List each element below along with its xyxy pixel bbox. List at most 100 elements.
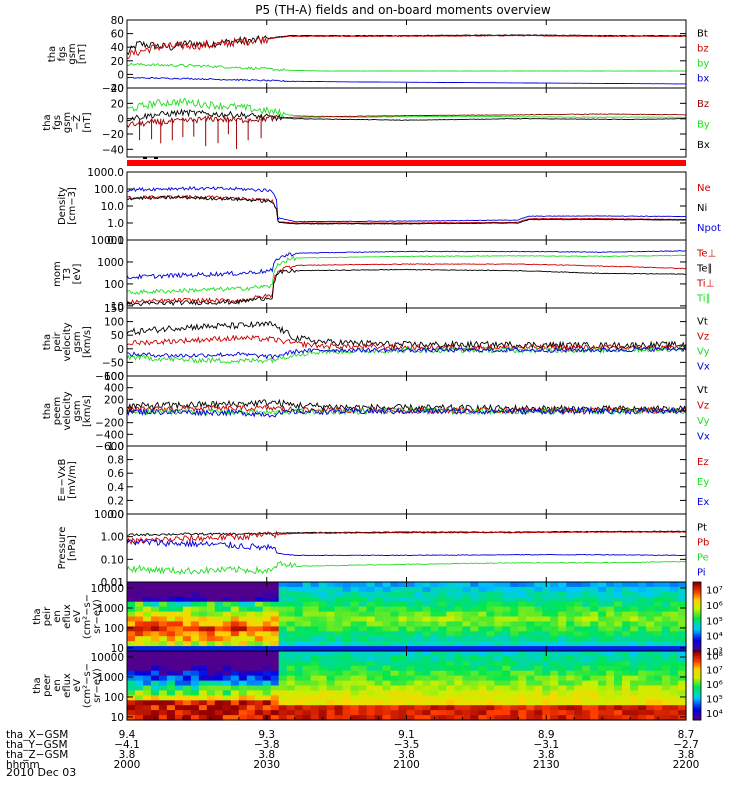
- peir-velocity-ylabel-line-1: peir: [52, 331, 63, 351]
- peir-spec-ylabel-line-3: eflux: [62, 604, 73, 629]
- efield-ytick-5: 0.0: [107, 509, 124, 521]
- peir-spec-ytick-0: 10000: [91, 583, 124, 595]
- efield-legend: Ez Ey Ex: [697, 457, 709, 508]
- xtick-2-row-2: 3.8: [398, 749, 415, 761]
- peem-velocity-series-2: [127, 406, 686, 417]
- pressure-series-0: [127, 530, 686, 537]
- fgs-b-frame: [126, 87, 687, 158]
- peem-velocity-ytick-1: 400: [104, 383, 124, 395]
- fgs-b-ylabel-line-2: gsm: [62, 112, 73, 133]
- peir-velocity-ytick-2: 50: [111, 330, 124, 342]
- xtick-0-row-0: 9.4: [119, 729, 136, 741]
- peer-spec-ylabel-line-3: eflux: [62, 673, 73, 698]
- density-yaxis: 1000.0 100.0 10.0 1.0 0.1: [87, 167, 686, 247]
- fgs-a-ytick-2: 40: [111, 42, 124, 54]
- fgs-b-ylabel-line-1: fgs: [52, 115, 63, 130]
- peir-spec-colorbar-tick-3: 10⁴: [706, 632, 723, 643]
- peem-velocity-series: [127, 398, 686, 418]
- fgs-a-ylabel-line-0: tha: [47, 46, 58, 62]
- peir-spec-ytick-2: 100: [104, 623, 124, 635]
- panel-peer-spec: 10⁸ 10⁷ 10⁶ 10⁵ 10⁴ 10000 1000 100 10 tha peer en ef…: [32, 650, 723, 724]
- fgs-a-legend-3: bx: [697, 74, 709, 85]
- fgs-a-series-0: [127, 34, 686, 56]
- efield-ytick-1: 0.8: [107, 455, 124, 467]
- peir-spec-ylabel-line-2: en: [52, 610, 63, 623]
- peer-spec-colorbar-tick-0: 10⁸: [706, 651, 723, 662]
- peem-velocity-ytick-6: −600: [95, 441, 124, 453]
- peir-velocity-ytick-4: −50: [102, 357, 124, 369]
- peir-velocity-ylabel-line-2: velocity: [62, 322, 73, 361]
- efield-legend-0: Ez: [697, 457, 709, 468]
- fgs-b-ytick-0: 40: [111, 83, 124, 95]
- peem-velocity-ylabel: tha peem velocity gsm [km/s]: [42, 391, 93, 430]
- xrow-label-1: tha_Y−GSM: [6, 739, 68, 751]
- xtick-4-row-0: 8.7: [678, 729, 695, 741]
- density-ylabel-line-1: [cm−3]: [67, 187, 78, 225]
- fgs-a-frame: [126, 19, 687, 89]
- xtick-2-row-1: −3.5: [394, 739, 420, 751]
- pressure-ytick-1: 1.00: [101, 532, 124, 544]
- xtick-3-row-2: 3.8: [538, 749, 555, 761]
- fgs-b-series: [127, 97, 686, 150]
- xtick-3-row-0: 8.9: [538, 729, 555, 741]
- xtick-1-row-3: 2030: [253, 759, 280, 771]
- pressure-ytick-0: 10.00: [94, 509, 124, 521]
- temperature-series-2: [127, 263, 686, 305]
- fgs-b-ylabel-line-4: [nT]: [82, 112, 93, 132]
- mode-bar-mark-0: [143, 157, 147, 159]
- pressure-series-2: [127, 538, 686, 557]
- fgs-a-ytick-1: 60: [111, 29, 124, 41]
- peir-velocity-ytick-1: 100: [104, 317, 124, 329]
- xtick-1-row-0: 9.3: [258, 729, 275, 741]
- pressure-legend-1: Pb: [697, 538, 709, 549]
- date-label: 2010 Dec 03: [6, 766, 76, 779]
- xrow-label-0: tha_X−GSM: [6, 729, 68, 741]
- peir-velocity-ytick-0: 150: [104, 303, 124, 315]
- fgs-a-ylabel-line-3: [nT]: [77, 44, 88, 64]
- density-series-0: [127, 185, 686, 223]
- temperature-series-0: [127, 250, 686, 280]
- pressure-legend-2: Pe: [697, 553, 709, 564]
- xtick-4-row-1: −2.7: [673, 739, 699, 751]
- peer-spec-colorbar-tick-4: 10⁴: [706, 709, 723, 720]
- density-ylabel-line-0: Density: [57, 187, 68, 225]
- pressure-series-3: [127, 560, 686, 576]
- fgs-b-legend-1: By: [697, 120, 710, 131]
- efield-ylabel-line-1: [mV/m]: [67, 461, 78, 499]
- density-ylabel: Density [cm−3]: [57, 187, 78, 225]
- temperature-ylabel-line-1: T3: [62, 268, 73, 281]
- density-legend-1: Ni: [697, 203, 707, 214]
- efield-ylabel: E=−VxB [mV/m]: [57, 459, 78, 502]
- peir-velocity-legend: Vt Vz Vy Vx: [697, 317, 710, 373]
- peer-spec-ylabel-line-1: peer: [42, 673, 53, 697]
- xtick-1-row-1: −3.8: [254, 739, 280, 751]
- fgs-a-series-2: [127, 62, 686, 72]
- peir-spec-ylabel: tha peir en eflux eV (cm²−s− sr−eV): [32, 594, 103, 639]
- density-series-1: [127, 194, 686, 224]
- peir-spec-colorbar-tick-0: 10⁷: [706, 586, 723, 597]
- peer-spec-ylabel-line-5: (cm²−s−: [82, 663, 93, 708]
- panel-pressure: Pt Pb Pe Pi 10.00 1.00 0.10 0.01 Pressure [nPa]: [57, 509, 709, 589]
- peer-spec-colorbar-tick-2: 10⁶: [706, 680, 723, 691]
- fgs-a-legend-1: bz: [697, 44, 709, 55]
- fgs-b-ylabel-line-0: tha: [42, 114, 53, 130]
- fgs-a-legend-0: Bt: [697, 29, 708, 40]
- temperature-ylabel-line-0: mom: [52, 261, 63, 287]
- peir-velocity-ytick-5: −100: [95, 371, 124, 383]
- peir-velocity-ylabel-line-0: tha: [42, 334, 53, 350]
- peir-spec-yaxis: 10000 1000 100 10: [91, 583, 686, 655]
- peir-spec-ytick-1: 1000: [97, 603, 124, 615]
- peem-velocity-legend-1: Vz: [697, 400, 709, 411]
- temperature-legend-3: Ti∥: [696, 294, 711, 305]
- fgs-b-ytick-3: −20: [102, 129, 124, 141]
- panel-temperature: Te⊥ Te∥ Ti⊥ Ti∥ 10000 1000 100 10 mom T3 [eV]: [52, 235, 716, 313]
- efield-ytick-3: 0.4: [107, 482, 124, 494]
- temperature-legend-1: Te∥: [696, 264, 713, 275]
- peem-velocity-ytick-4: −200: [95, 418, 124, 430]
- panel-peir-spec: 10⁷ 10⁶ 10⁵ 10⁴ 10³ 10000 1000 100 10 tha peir en ef…: [32, 581, 723, 658]
- fgs-b-ytick-4: −40: [102, 144, 124, 156]
- peir-spec-ylabel-line-0: tha: [32, 608, 43, 624]
- peem-velocity-series-3: [127, 406, 686, 418]
